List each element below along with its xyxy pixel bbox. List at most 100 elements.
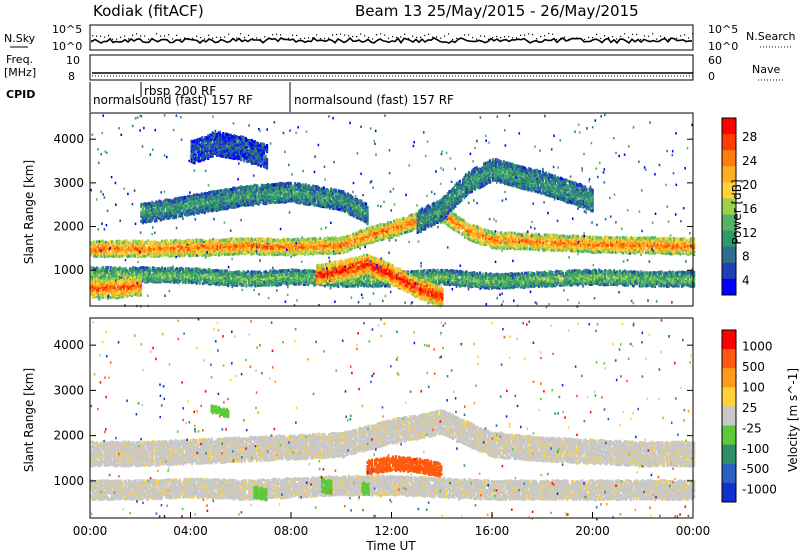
heatmap-cell	[573, 248, 577, 251]
heatmap-cell	[209, 243, 212, 247]
heatmap-cell	[616, 240, 619, 244]
heatmap-cell	[182, 267, 185, 271]
heatmap-cell	[347, 244, 350, 248]
heatmap-cell	[323, 238, 326, 242]
nsearch-point	[412, 35, 414, 37]
heatmap-cell	[483, 242, 486, 246]
heatmap-cell	[311, 248, 314, 251]
heatmap-cell	[536, 242, 539, 246]
heatmap-cell	[325, 251, 328, 255]
nsearch-point	[176, 34, 178, 36]
heatmap-cell	[492, 241, 495, 245]
heatmap-cell	[353, 242, 356, 246]
heatmap-cell	[224, 252, 227, 256]
heatmap-cell	[355, 241, 358, 245]
heatmap-cell	[236, 284, 239, 287]
nsearch-point	[392, 36, 394, 38]
heatmap-cell	[109, 251, 112, 255]
heatmap-cell	[313, 249, 316, 253]
heatmap-cell	[319, 251, 322, 254]
nsearch-point	[296, 34, 298, 37]
heatmap-cell	[245, 237, 248, 241]
heatmap-cell	[237, 237, 240, 241]
heatmap-cell	[159, 251, 162, 255]
heatmap-cell	[569, 243, 572, 247]
heatmap-cell	[393, 230, 396, 234]
heatmap-cell	[175, 239, 179, 243]
heatmap-cell	[465, 232, 468, 236]
heatmap-cell	[192, 249, 195, 253]
heatmap-cell	[494, 239, 497, 243]
heatmap-cell	[552, 247, 555, 251]
nsearch-point	[300, 38, 302, 40]
heatmap-cell	[677, 250, 681, 254]
heatmap-cell	[471, 238, 474, 242]
heatmap-cell	[377, 231, 381, 235]
heatmap-cell	[531, 233, 534, 237]
heatmap-cell	[243, 245, 246, 249]
heatmap-cell	[252, 238, 255, 242]
heatmap-cell	[524, 236, 527, 240]
heatmap-cell	[635, 249, 638, 253]
nsearch-point	[616, 38, 618, 40]
heatmap-cell	[356, 240, 359, 244]
heatmap-cell	[279, 244, 283, 248]
heatmap-cell	[501, 244, 504, 248]
heatmap-cell	[506, 233, 509, 237]
heatmap-cell	[394, 228, 397, 232]
heatmap-cell	[362, 240, 366, 244]
nsearch-point	[508, 36, 510, 38]
heatmap-cell	[120, 239, 123, 243]
heatmap-cell	[602, 237, 605, 241]
heatmap-cell	[338, 251, 341, 255]
nsearch-point	[564, 36, 566, 38]
heatmap-cell	[100, 253, 103, 257]
nsearch-point	[364, 35, 366, 37]
heatmap-cell	[572, 240, 575, 244]
heatmap-cell	[674, 239, 678, 243]
heatmap-cell	[471, 226, 474, 230]
heatmap-cell	[524, 234, 527, 238]
heatmap-cell	[610, 247, 613, 251]
heatmap-cell	[640, 242, 643, 246]
heatmap-cell	[257, 237, 260, 241]
heatmap-cell	[243, 248, 246, 252]
heatmap-cell	[279, 249, 283, 253]
heatmap-cell	[539, 237, 542, 241]
heatmap-cell	[634, 241, 637, 245]
heatmap-cell	[304, 240, 307, 244]
heatmap-cell	[204, 245, 207, 249]
heatmap-cell	[237, 246, 240, 250]
heatmap-cell	[543, 245, 546, 249]
heatmap-cell	[384, 231, 387, 235]
heatmap-cell	[257, 249, 260, 253]
heatmap-cell	[393, 233, 396, 237]
heatmap-cell	[406, 230, 409, 234]
heatmap-cell	[480, 229, 483, 233]
heatmap-cell	[313, 252, 316, 256]
heatmap-cell	[195, 241, 198, 245]
heatmap-cell	[236, 250, 239, 254]
heatmap-cell	[673, 251, 676, 255]
heatmap-cell	[592, 235, 595, 239]
heatmap-cell	[637, 241, 640, 245]
heatmap-cell	[542, 236, 545, 240]
heatmap-cell	[269, 237, 272, 241]
heatmap-cell	[593, 247, 596, 251]
heatmap-cell	[334, 245, 337, 249]
heatmap-cell	[557, 246, 560, 250]
heatmap-cell	[393, 226, 396, 230]
heatmap-cell	[662, 237, 665, 241]
nsearch-point	[344, 34, 346, 36]
heatmap-cell	[367, 226, 370, 230]
heatmap-cell	[326, 242, 329, 246]
heatmap-cell	[319, 244, 322, 248]
heatmap-cell	[233, 243, 236, 247]
heatmap-cell	[385, 229, 388, 233]
heatmap-cell	[546, 237, 549, 241]
heatmap-cell	[328, 247, 331, 251]
heatmap-cell	[534, 232, 537, 236]
heatmap-cell	[286, 237, 289, 241]
heatmap-cell	[399, 225, 402, 229]
heatmap-cell	[596, 242, 599, 246]
